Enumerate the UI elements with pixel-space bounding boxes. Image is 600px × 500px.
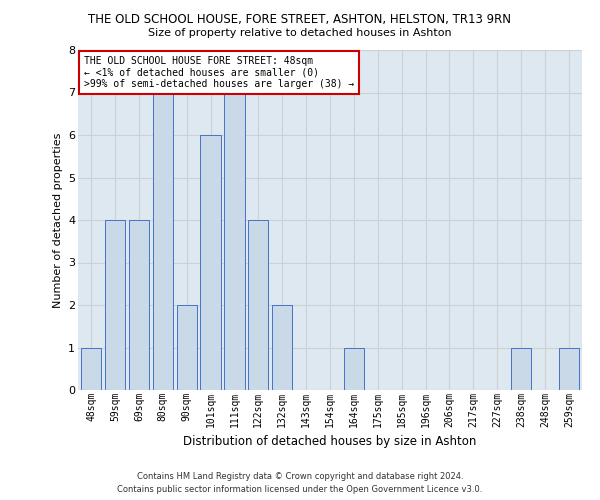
Bar xyxy=(248,220,268,390)
X-axis label: Distribution of detached houses by size in Ashton: Distribution of detached houses by size … xyxy=(184,435,476,448)
Text: THE OLD SCHOOL HOUSE FORE STREET: 48sqm
← <1% of detached houses are smaller (0): THE OLD SCHOOL HOUSE FORE STREET: 48sqm … xyxy=(83,56,354,89)
Text: Contains HM Land Registry data © Crown copyright and database right 2024.
Contai: Contains HM Land Registry data © Crown c… xyxy=(118,472,482,494)
Text: Size of property relative to detached houses in Ashton: Size of property relative to detached ho… xyxy=(148,28,452,38)
Bar xyxy=(200,135,221,390)
Bar xyxy=(272,305,292,390)
Bar xyxy=(176,305,197,390)
Bar xyxy=(344,348,364,390)
Y-axis label: Number of detached properties: Number of detached properties xyxy=(53,132,62,308)
Bar xyxy=(152,92,173,390)
Bar xyxy=(559,348,579,390)
Bar xyxy=(105,220,125,390)
Bar xyxy=(511,348,531,390)
Bar xyxy=(81,348,101,390)
Text: THE OLD SCHOOL HOUSE, FORE STREET, ASHTON, HELSTON, TR13 9RN: THE OLD SCHOOL HOUSE, FORE STREET, ASHTO… xyxy=(89,12,511,26)
Bar xyxy=(129,220,149,390)
Bar xyxy=(224,92,245,390)
